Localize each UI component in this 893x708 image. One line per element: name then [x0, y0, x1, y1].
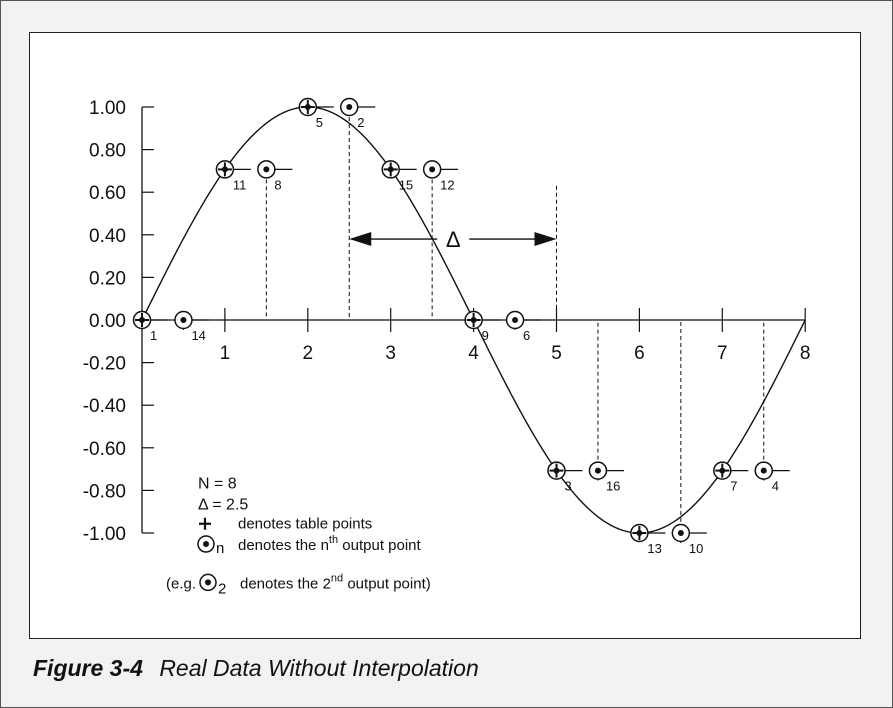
legend-example-pre: (e.g.: [166, 575, 196, 592]
figure-label: Figure 3-4: [33, 655, 143, 681]
output-point-dot: [180, 317, 187, 323]
output-point-label: 11: [233, 177, 247, 192]
y-tick-label: 0.80: [89, 141, 126, 162]
y-tick-label: -0.80: [83, 481, 126, 502]
output-point-dot: [512, 317, 519, 323]
output-point-label: 9: [482, 328, 489, 343]
output-point-label: 14: [191, 328, 205, 343]
legend-output-desc: denotes the nth output point: [238, 534, 422, 554]
output-point-label: 1: [150, 328, 157, 343]
figure-caption: Figure 3-4 Real Data Without Interpolati…: [33, 655, 479, 682]
output-point-label: 10: [689, 541, 703, 556]
y-tick-label: -0.60: [83, 439, 126, 460]
x-tick-label: 5: [551, 343, 562, 364]
delta-arrowhead-left: [349, 232, 372, 247]
output-point-label: 12: [440, 177, 454, 192]
output-point-label: 4: [772, 479, 779, 494]
y-tick-label: -0.20: [83, 354, 126, 375]
x-tick-label: 7: [717, 343, 728, 364]
y-tick-label: -0.40: [83, 396, 126, 417]
x-tick-label: 1: [220, 343, 231, 364]
legend-output-sub: n: [216, 540, 224, 557]
legend-example-dot: [205, 579, 211, 586]
output-point-label: 3: [565, 479, 572, 494]
output-point-dot: [760, 467, 767, 474]
output-point-label: 16: [606, 479, 620, 494]
legend-n: N = 8: [198, 475, 237, 492]
figure-title: Real Data Without Interpolation: [159, 655, 479, 681]
plot-area: 1.00 0.80 0.60 0.40 0.20 0.00 -0.20 -0.40 -0.60 -…: [29, 32, 861, 639]
output-point-dot: [346, 104, 353, 110]
chart-svg: 1.00 0.80 0.60 0.40 0.20 0.00 -0.20 -0.40 -0.60 -…: [83, 97, 811, 597]
output-point-dot: [263, 166, 270, 173]
x-tick-label: 4: [468, 343, 479, 364]
y-tick-label: -1.00: [83, 524, 126, 545]
x-tick-label: 3: [385, 343, 396, 364]
output-point-label: 5: [316, 115, 323, 130]
y-tick-label: 0.00: [89, 311, 126, 332]
legend-output-dot: [203, 541, 209, 548]
output-point-label: 8: [274, 177, 281, 192]
legend-delta: Δ = 2.5: [198, 497, 248, 514]
output-point-label: 15: [399, 177, 413, 192]
legend-example-sub: 2: [218, 580, 226, 597]
output-point-label: 7: [730, 479, 737, 494]
output-point-label: 2: [357, 115, 364, 130]
output-point-label: 6: [523, 328, 530, 343]
y-tick-label: 0.60: [89, 183, 126, 204]
x-tick-label: 2: [303, 343, 314, 364]
y-tick-label: 1.00: [89, 98, 126, 119]
delta-arrowhead-right: [534, 232, 557, 247]
output-point-dot: [594, 467, 601, 474]
output-point-label: 13: [647, 541, 661, 556]
x-tick-label: 6: [634, 343, 645, 364]
y-tick-label: 0.20: [89, 268, 126, 289]
y-tick-label: 0.40: [89, 226, 126, 247]
output-point-dot: [429, 166, 436, 173]
legend-table-desc: denotes table points: [238, 516, 372, 533]
output-point-dot: [677, 530, 684, 536]
x-tick-label: 8: [800, 343, 811, 364]
delta-symbol: Δ: [446, 227, 461, 252]
legend-example-desc: denotes the 2nd output point): [240, 572, 431, 592]
